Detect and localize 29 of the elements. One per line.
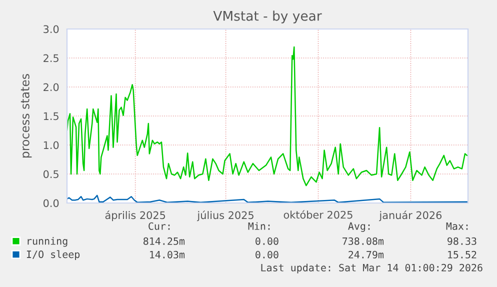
y-tick-label: 0.5 — [43, 170, 58, 178]
x-tick-label: január 2026 — [379, 210, 442, 222]
text: 14.03m — [150, 250, 185, 258]
text: 814.25m — [143, 237, 185, 245]
x-tick-label: július 2025 — [197, 210, 254, 222]
line-series — [67, 46, 468, 186]
y-tick-label: 1.5 — [44, 112, 58, 120]
text: 0.00 — [256, 250, 278, 258]
text: Min: — [248, 222, 270, 230]
text: 15.52 — [448, 250, 476, 258]
text: 0.00 — [256, 237, 278, 245]
x-tick-label: október 2025 — [284, 210, 352, 219]
x-tick-label: április 2025 — [105, 210, 166, 222]
text: 738.08m — [342, 237, 384, 245]
text: 24.79m — [348, 250, 384, 258]
text: Avg: — [348, 222, 370, 232]
text: Cur: — [148, 222, 170, 230]
y-tick-label: 2.5 — [44, 54, 58, 62]
text: 98.33 — [448, 237, 476, 245]
legend-label: I/O sleep — [26, 250, 80, 260]
y-tick-label: 3.0 — [44, 25, 59, 34]
text: Max: — [446, 222, 468, 230]
chart-title: VMstat - by year — [213, 10, 322, 24]
y-axis-title: process states — [20, 74, 32, 158]
text: Last update: Sat Mar 14 01:00:29 2026 — [261, 264, 482, 274]
y-tick-label: 0.0 — [43, 199, 59, 208]
legend-label: running — [28, 237, 68, 247]
y-tick-label: 1.0 — [44, 141, 59, 150]
y-tick-label: 2.0 — [44, 83, 59, 92]
